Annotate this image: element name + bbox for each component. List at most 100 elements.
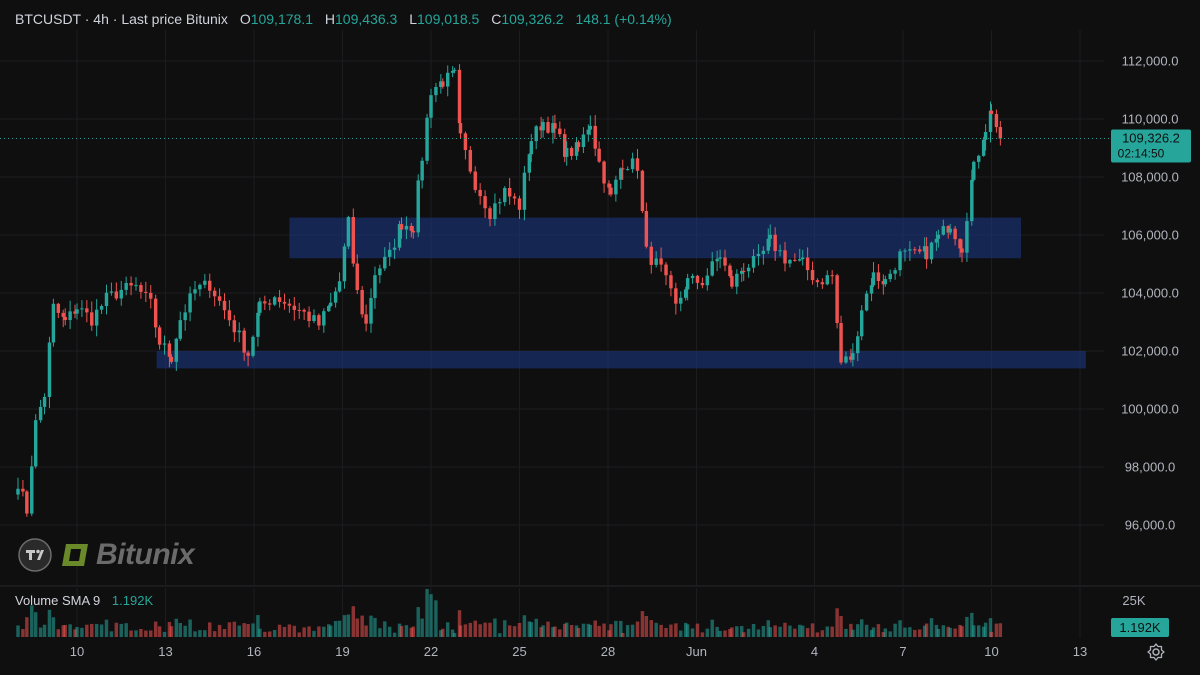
candle-body[interactable]: [735, 273, 739, 287]
candle-body[interactable]: [649, 246, 653, 265]
candle-body[interactable]: [917, 249, 922, 252]
candle-body[interactable]: [429, 95, 433, 118]
candle-body[interactable]: [723, 257, 727, 266]
candle-body[interactable]: [144, 291, 148, 293]
candle-body[interactable]: [903, 250, 907, 252]
candle-body[interactable]: [607, 183, 611, 188]
candle-body[interactable]: [30, 466, 34, 514]
candle-body[interactable]: [876, 272, 881, 282]
candle-body[interactable]: [397, 224, 402, 248]
candle-body[interactable]: [351, 217, 356, 264]
candle-body[interactable]: [114, 291, 119, 299]
candle-body[interactable]: [61, 312, 65, 317]
candle-body[interactable]: [42, 396, 47, 407]
candle-body[interactable]: [51, 303, 56, 343]
candle-body[interactable]: [217, 296, 222, 301]
symbol-title[interactable]: BTCUSDT · 4h · Last price Bitunix: [15, 11, 228, 27]
candle-body[interactable]: [972, 161, 976, 180]
candle-body[interactable]: [473, 171, 477, 190]
candle-body[interactable]: [468, 150, 473, 172]
candle-body[interactable]: [129, 282, 133, 286]
candle-body[interactable]: [16, 488, 20, 495]
candle-body[interactable]: [457, 69, 462, 124]
candlestick-series[interactable]: [16, 64, 1003, 517]
candle-body[interactable]: [387, 249, 392, 257]
candle-body[interactable]: [529, 141, 534, 155]
candle-body[interactable]: [203, 280, 207, 285]
candle-body[interactable]: [700, 282, 705, 286]
candle-body[interactable]: [167, 343, 172, 357]
candle-body[interactable]: [493, 203, 497, 220]
candle-body[interactable]: [287, 303, 292, 306]
candle-body[interactable]: [798, 259, 802, 261]
candle-body[interactable]: [302, 309, 306, 312]
candle-body[interactable]: [640, 170, 645, 212]
candle-body[interactable]: [941, 226, 946, 235]
candle-body[interactable]: [139, 285, 143, 292]
candle-body[interactable]: [788, 259, 792, 264]
candle-body[interactable]: [517, 198, 522, 210]
candle-body[interactable]: [981, 139, 986, 156]
candle-body[interactable]: [558, 128, 562, 135]
candle-body[interactable]: [450, 70, 455, 73]
candle-body[interactable]: [452, 69, 457, 71]
candle-body[interactable]: [342, 246, 347, 282]
candle-body[interactable]: [541, 122, 545, 131]
candle-body[interactable]: [844, 356, 848, 363]
candle-body[interactable]: [297, 309, 301, 311]
candle-body[interactable]: [404, 225, 409, 230]
candle-body[interactable]: [970, 179, 974, 222]
candle-body[interactable]: [805, 257, 810, 271]
candle-body[interactable]: [574, 142, 579, 156]
candle-body[interactable]: [383, 256, 387, 269]
candle-body[interactable]: [169, 356, 174, 362]
candle-body[interactable]: [946, 226, 950, 233]
candle-body[interactable]: [934, 238, 939, 243]
candle-body[interactable]: [522, 172, 527, 210]
candle-body[interactable]: [149, 292, 153, 299]
candle-body[interactable]: [327, 306, 331, 312]
candle-body[interactable]: [960, 248, 964, 253]
candle-body[interactable]: [488, 208, 492, 220]
candle-body[interactable]: [277, 297, 282, 302]
candle-body[interactable]: [625, 169, 630, 171]
candle-body[interactable]: [654, 258, 658, 265]
candle-body[interactable]: [564, 147, 569, 157]
candle-body[interactable]: [534, 126, 538, 142]
candle-body[interactable]: [312, 315, 316, 322]
candle-body[interactable]: [839, 323, 843, 363]
candle-body[interactable]: [458, 123, 463, 134]
candle-body[interactable]: [674, 288, 678, 304]
candle-body[interactable]: [800, 257, 805, 260]
candle-body[interactable]: [659, 258, 663, 265]
candle-body[interactable]: [869, 285, 874, 294]
candle-body[interactable]: [364, 314, 368, 324]
candle-body[interactable]: [378, 268, 382, 276]
candle-body[interactable]: [756, 253, 761, 256]
candle-body[interactable]: [740, 270, 744, 274]
candle-body[interactable]: [157, 327, 162, 345]
candle-body[interactable]: [68, 311, 72, 321]
candle-body[interactable]: [246, 352, 250, 356]
candle-body[interactable]: [258, 301, 262, 313]
candle-body[interactable]: [222, 300, 227, 311]
candle-body[interactable]: [198, 284, 202, 290]
candle-body[interactable]: [715, 258, 719, 262]
candle-body[interactable]: [292, 305, 297, 310]
candle-body[interactable]: [373, 275, 377, 299]
time-axis[interactable]: 10 13 16 19 22 25 28 Jun 4 7 10 13: [70, 644, 1087, 659]
candle-body[interactable]: [119, 289, 123, 299]
candle-body[interactable]: [924, 246, 929, 260]
candle-body[interactable]: [685, 278, 690, 290]
candle-body[interactable]: [317, 315, 321, 326]
candle-body[interactable]: [539, 126, 543, 131]
candle-body[interactable]: [778, 250, 782, 252]
candle-body[interactable]: [73, 311, 77, 314]
candle-body[interactable]: [551, 123, 555, 133]
candle-body[interactable]: [416, 180, 420, 233]
candle-body[interactable]: [420, 160, 424, 181]
candle-body[interactable]: [268, 303, 272, 305]
candle-body[interactable]: [90, 312, 94, 326]
candle-body[interactable]: [859, 310, 864, 337]
